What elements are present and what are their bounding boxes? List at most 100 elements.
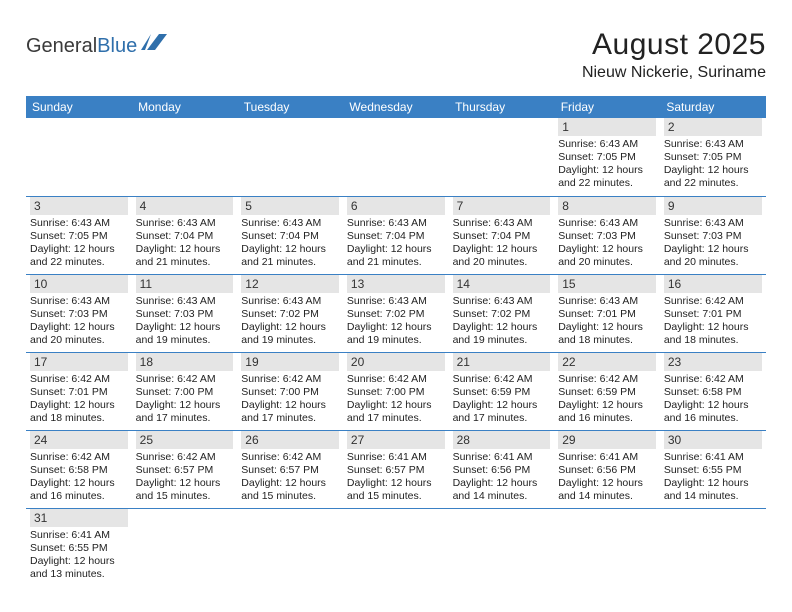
- day-details: Sunrise: 6:41 AMSunset: 6:55 PMDaylight:…: [30, 529, 128, 582]
- calendar-table: SundayMondayTuesdayWednesdayThursdayFrid…: [26, 96, 766, 586]
- day-details: Sunrise: 6:43 AMSunset: 7:02 PMDaylight:…: [347, 295, 445, 348]
- day-details: Sunrise: 6:42 AMSunset: 6:59 PMDaylight:…: [453, 373, 551, 426]
- flag-icon: [141, 34, 167, 58]
- day-number: 2: [664, 118, 762, 136]
- day-number: 30: [664, 431, 762, 449]
- day-number: 28: [453, 431, 551, 449]
- day-number: 27: [347, 431, 445, 449]
- calendar-cell: 15Sunrise: 6:43 AMSunset: 7:01 PMDayligh…: [554, 274, 660, 352]
- day-number: 26: [241, 431, 339, 449]
- calendar-cell: [26, 118, 132, 196]
- day-number: 15: [558, 275, 656, 293]
- day-number: 3: [30, 197, 128, 215]
- calendar-cell: [132, 508, 238, 586]
- day-details: Sunrise: 6:42 AMSunset: 6:58 PMDaylight:…: [30, 451, 128, 504]
- day-details: Sunrise: 6:41 AMSunset: 6:55 PMDaylight:…: [664, 451, 762, 504]
- calendar-cell: [343, 118, 449, 196]
- day-number: 29: [558, 431, 656, 449]
- logo-text-general: General: [26, 35, 97, 58]
- day-details: Sunrise: 6:42 AMSunset: 7:00 PMDaylight:…: [136, 373, 234, 426]
- calendar-cell: 2 Sunrise: 6:43 AMSunset: 7:05 PMDaylight…: [660, 118, 766, 196]
- calendar-cell: 21 Sunrise: 6:42 AMSunset: 6:59 PMDayligh…: [449, 352, 555, 430]
- day-details: Sunrise: 6:41 AMSunset: 6:56 PMDaylight:…: [453, 451, 551, 504]
- day-details: Sunrise: 6:41 AMSunset: 6:56 PMDaylight:…: [558, 451, 656, 504]
- day-details: Sunrise: 6:41 AMSunset: 6:57 PMDaylight:…: [347, 451, 445, 504]
- calendar-cell: 31 Sunrise: 6:41 AMSunset: 6:55 PMDayligh…: [26, 508, 132, 586]
- day-number: 20: [347, 353, 445, 371]
- calendar-cell: 16 Sunrise: 6:42 AMSunset: 7:01 PMDayligh…: [660, 274, 766, 352]
- calendar-row: 24Sunrise: 6:42 AMSunset: 6:58 PMDayligh…: [26, 430, 766, 508]
- calendar-cell: 27 Sunrise: 6:41 AMSunset: 6:57 PMDayligh…: [343, 430, 449, 508]
- day-details: Sunrise: 6:42 AMSunset: 6:58 PMDaylight:…: [664, 373, 762, 426]
- calendar-row: 17 Sunrise: 6:42 AMSunset: 7:01 PMDayligh…: [26, 352, 766, 430]
- day-details: Sunrise: 6:43 AMSunset: 7:03 PMDaylight:…: [664, 217, 762, 270]
- calendar-cell: 14Sunrise: 6:43 AMSunset: 7:02 PMDayligh…: [449, 274, 555, 352]
- weekday-header: Saturday: [660, 96, 766, 118]
- day-number: 14: [453, 275, 551, 293]
- month-title: August 2025: [582, 28, 766, 62]
- day-details: Sunrise: 6:42 AMSunset: 7:00 PMDaylight:…: [347, 373, 445, 426]
- header: GeneralBlue August 2025 Nieuw Nickerie, …: [26, 28, 766, 82]
- calendar-cell: 8Sunrise: 6:43 AMSunset: 7:03 PMDaylight…: [554, 196, 660, 274]
- day-number: 7: [453, 197, 551, 215]
- calendar-cell: 29 Sunrise: 6:41 AMSunset: 6:56 PMDayligh…: [554, 430, 660, 508]
- day-details: Sunrise: 6:43 AMSunset: 7:05 PMDaylight:…: [30, 217, 128, 270]
- calendar-cell: 19 Sunrise: 6:42 AMSunset: 7:00 PMDayligh…: [237, 352, 343, 430]
- day-details: Sunrise: 6:43 AMSunset: 7:05 PMDaylight:…: [558, 138, 656, 191]
- calendar-cell: 18 Sunrise: 6:42 AMSunset: 7:00 PMDayligh…: [132, 352, 238, 430]
- location: Nieuw Nickerie, Suriname: [582, 64, 766, 82]
- day-number: 9: [664, 197, 762, 215]
- calendar-cell: [343, 508, 449, 586]
- calendar-row: 1Sunrise: 6:43 AMSunset: 7:05 PMDaylight…: [26, 118, 766, 196]
- calendar-cell: 30 Sunrise: 6:41 AMSunset: 6:55 PMDayligh…: [660, 430, 766, 508]
- day-details: Sunrise: 6:43 AMSunset: 7:05 PMDaylight:…: [664, 138, 762, 191]
- day-number: 19: [241, 353, 339, 371]
- day-number: 16: [664, 275, 762, 293]
- calendar-cell: 5Sunrise: 6:43 AMSunset: 7:04 PMDaylight…: [237, 196, 343, 274]
- calendar-cell: [237, 118, 343, 196]
- day-details: Sunrise: 6:43 AMSunset: 7:03 PMDaylight:…: [30, 295, 128, 348]
- day-number: 25: [136, 431, 234, 449]
- day-details: Sunrise: 6:43 AMSunset: 7:04 PMDaylight:…: [347, 217, 445, 270]
- logo-text-blue: Blue: [97, 35, 137, 58]
- calendar-cell: 25 Sunrise: 6:42 AMSunset: 6:57 PMDayligh…: [132, 430, 238, 508]
- day-number: 22: [558, 353, 656, 371]
- day-details: Sunrise: 6:42 AMSunset: 6:57 PMDaylight:…: [241, 451, 339, 504]
- day-details: Sunrise: 6:43 AMSunset: 7:02 PMDaylight:…: [241, 295, 339, 348]
- day-number: 18: [136, 353, 234, 371]
- weekday-header: Thursday: [449, 96, 555, 118]
- day-details: Sunrise: 6:42 AMSunset: 7:00 PMDaylight:…: [241, 373, 339, 426]
- day-number: 8: [558, 197, 656, 215]
- day-details: Sunrise: 6:43 AMSunset: 7:03 PMDaylight:…: [136, 295, 234, 348]
- day-number: 23: [664, 353, 762, 371]
- calendar-cell: 7 Sunrise: 6:43 AMSunset: 7:04 PMDaylight…: [449, 196, 555, 274]
- calendar-body: 1Sunrise: 6:43 AMSunset: 7:05 PMDaylight…: [26, 118, 766, 586]
- day-number: 4: [136, 197, 234, 215]
- day-details: Sunrise: 6:42 AMSunset: 6:57 PMDaylight:…: [136, 451, 234, 504]
- day-details: Sunrise: 6:42 AMSunset: 7:01 PMDaylight:…: [664, 295, 762, 348]
- calendar-cell: 17 Sunrise: 6:42 AMSunset: 7:01 PMDayligh…: [26, 352, 132, 430]
- calendar-cell: 3 Sunrise: 6:43 AMSunset: 7:05 PMDaylight…: [26, 196, 132, 274]
- weekday-header: Sunday: [26, 96, 132, 118]
- calendar-cell: [237, 508, 343, 586]
- calendar-cell: 20 Sunrise: 6:42 AMSunset: 7:00 PMDayligh…: [343, 352, 449, 430]
- day-details: Sunrise: 6:42 AMSunset: 7:01 PMDaylight:…: [30, 373, 128, 426]
- calendar-cell: 12 Sunrise: 6:43 AMSunset: 7:02 PMDayligh…: [237, 274, 343, 352]
- calendar-cell: [449, 508, 555, 586]
- day-number: 6: [347, 197, 445, 215]
- day-number: 12: [241, 275, 339, 293]
- logo: GeneralBlue: [26, 34, 167, 58]
- title-block: August 2025 Nieuw Nickerie, Suriname: [582, 28, 766, 82]
- calendar-cell: 9 Sunrise: 6:43 AMSunset: 7:03 PMDaylight…: [660, 196, 766, 274]
- day-number: 17: [30, 353, 128, 371]
- day-number: 5: [241, 197, 339, 215]
- calendar-row: 3 Sunrise: 6:43 AMSunset: 7:05 PMDaylight…: [26, 196, 766, 274]
- day-details: Sunrise: 6:43 AMSunset: 7:04 PMDaylight:…: [136, 217, 234, 270]
- calendar-cell: [660, 508, 766, 586]
- day-number: 21: [453, 353, 551, 371]
- day-details: Sunrise: 6:43 AMSunset: 7:04 PMDaylight:…: [453, 217, 551, 270]
- day-number: 31: [30, 509, 128, 527]
- calendar-cell: [449, 118, 555, 196]
- calendar-cell: 10Sunrise: 6:43 AMSunset: 7:03 PMDayligh…: [26, 274, 132, 352]
- calendar-cell: 11Sunrise: 6:43 AMSunset: 7:03 PMDayligh…: [132, 274, 238, 352]
